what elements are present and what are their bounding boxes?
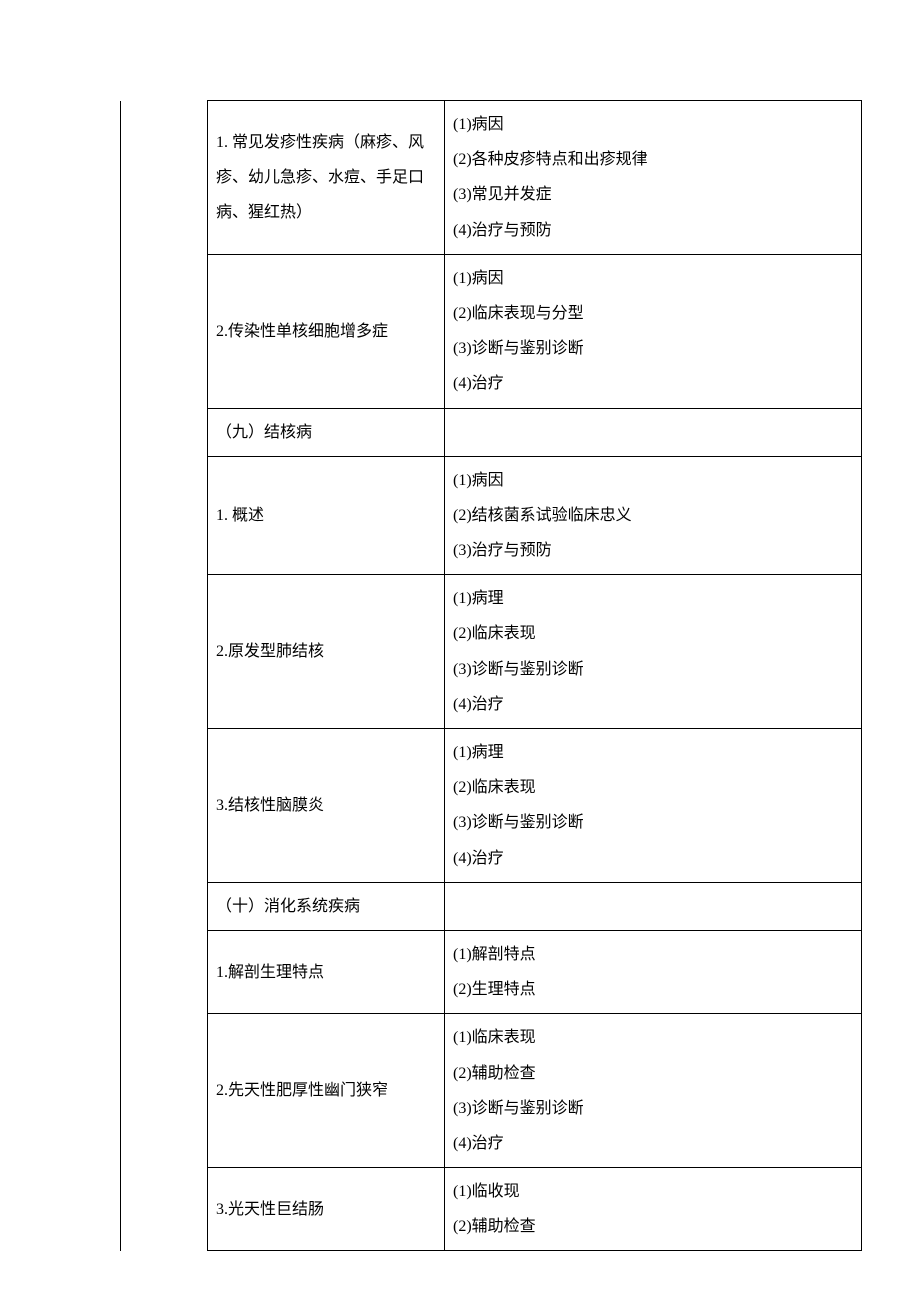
detail-line: (4)治疗 <box>453 1126 853 1161</box>
table-row: （十）消化系统疾病 <box>121 882 862 930</box>
topic-cell: 1. 概述 <box>208 456 445 575</box>
topic-cell: 3.结核性脑膜炎 <box>208 729 445 883</box>
table-row: 1. 概述 (1)病因 (2)结核菌系试验临床忠义 (3)治疗与预防 <box>121 456 862 575</box>
detail-line: (3)诊断与鉴别诊断 <box>453 805 853 840</box>
detail-line: (2)临床表现 <box>453 616 853 651</box>
table-row: 3.光天性巨结肠 (1)临收现 (2)辅助检查 <box>121 1168 862 1251</box>
detail-line: (2)生理特点 <box>453 972 853 1007</box>
detail-cell: (1)病因 (2)各种皮疹特点和出疹规律 (3)常见并发症 (4)治疗与预防 <box>445 101 862 255</box>
detail-line: (2)各种皮疹特点和出疹规律 <box>453 142 853 177</box>
outline-table: 1. 常见发疹性疾病（麻疹、风疹、幼儿急疹、水痘、手足口病、猩红热） (1)病因… <box>120 100 862 1251</box>
detail-line: (1)临床表现 <box>453 1020 853 1055</box>
detail-line: (3)诊断与鉴别诊断 <box>453 1091 853 1126</box>
detail-line: (1)病理 <box>453 581 853 616</box>
detail-cell: (1)病因 (2)临床表现与分型 (3)诊断与鉴别诊断 (4)治疗 <box>445 254 862 408</box>
topic-cell: 1. 常见发疹性疾病（麻疹、风疹、幼儿急疹、水痘、手足口病、猩红热） <box>208 101 445 255</box>
detail-cell: (1)临床表现 (2)辅助检查 (3)诊断与鉴别诊断 (4)治疗 <box>445 1014 862 1168</box>
detail-cell: (1)病因 (2)结核菌系试验临床忠义 (3)治疗与预防 <box>445 456 862 575</box>
detail-line: (2)临床表现 <box>453 770 853 805</box>
table-row: 2.原发型肺结核 (1)病理 (2)临床表现 (3)诊断与鉴别诊断 (4)治疗 <box>121 575 862 729</box>
detail-cell: (1)病理 (2)临床表现 (3)诊断与鉴别诊断 (4)治疗 <box>445 575 862 729</box>
detail-line: (1)病因 <box>453 261 853 296</box>
detail-line: (1)病因 <box>453 107 853 142</box>
detail-line: (3)常见并发症 <box>453 177 853 212</box>
detail-line: (1)病因 <box>453 463 853 498</box>
topic-cell: 2.传染性单核细胞增多症 <box>208 254 445 408</box>
detail-line: (4)治疗与预防 <box>453 213 853 248</box>
detail-line: (2)辅助检查 <box>453 1209 853 1244</box>
detail-cell: (1)病理 (2)临床表现 (3)诊断与鉴别诊断 (4)治疗 <box>445 729 862 883</box>
section-header-cell: （九）结核病 <box>208 408 445 456</box>
topic-cell: 3.光天性巨结肠 <box>208 1168 445 1251</box>
detail-line: (3)诊断与鉴别诊断 <box>453 652 853 687</box>
table-row: 1. 常见发疹性疾病（麻疹、风疹、幼儿急疹、水痘、手足口病、猩红热） (1)病因… <box>121 101 862 255</box>
category-cell <box>121 101 208 1251</box>
detail-line: (1)病理 <box>453 735 853 770</box>
detail-line: (3)诊断与鉴别诊断 <box>453 331 853 366</box>
topic-cell: 1.解剖生理特点 <box>208 930 445 1013</box>
detail-cell: (1)临收现 (2)辅助检查 <box>445 1168 862 1251</box>
topic-cell: 2.原发型肺结核 <box>208 575 445 729</box>
detail-line: (3)治疗与预防 <box>453 533 853 568</box>
detail-line: (1)临收现 <box>453 1174 853 1209</box>
detail-line: (4)治疗 <box>453 841 853 876</box>
detail-cell: (1)解剖特点 (2)生理特点 <box>445 930 862 1013</box>
detail-cell <box>445 882 862 930</box>
detail-line: (1)解剖特点 <box>453 937 853 972</box>
detail-line: (2)结核菌系试验临床忠义 <box>453 498 853 533</box>
section-header-cell: （十）消化系统疾病 <box>208 882 445 930</box>
topic-cell: 2.先天性肥厚性幽门狭窄 <box>208 1014 445 1168</box>
table-row: （九）结核病 <box>121 408 862 456</box>
table-row: 2.传染性单核细胞增多症 (1)病因 (2)临床表现与分型 (3)诊断与鉴别诊断… <box>121 254 862 408</box>
table-row: 3.结核性脑膜炎 (1)病理 (2)临床表现 (3)诊断与鉴别诊断 (4)治疗 <box>121 729 862 883</box>
page: 1. 常见发疹性疾病（麻疹、风疹、幼儿急疹、水痘、手足口病、猩红热） (1)病因… <box>0 0 920 1311</box>
table-row: 2.先天性肥厚性幽门狭窄 (1)临床表现 (2)辅助检查 (3)诊断与鉴别诊断 … <box>121 1014 862 1168</box>
detail-line: (2)临床表现与分型 <box>453 296 853 331</box>
detail-cell <box>445 408 862 456</box>
detail-line: (4)治疗 <box>453 366 853 401</box>
detail-line: (4)治疗 <box>453 687 853 722</box>
detail-line: (2)辅助检查 <box>453 1056 853 1091</box>
table-row: 1.解剖生理特点 (1)解剖特点 (2)生理特点 <box>121 930 862 1013</box>
